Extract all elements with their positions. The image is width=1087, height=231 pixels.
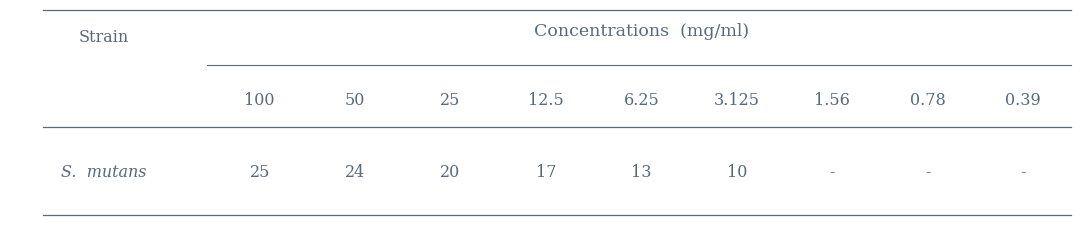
Text: 3.125: 3.125 <box>714 92 760 109</box>
Text: Concentrations  (mg/ml): Concentrations (mg/ml) <box>534 23 749 40</box>
Text: 10: 10 <box>726 164 747 181</box>
Text: S.  mutans: S. mutans <box>61 164 146 181</box>
Text: -: - <box>829 164 835 181</box>
Text: 24: 24 <box>345 164 365 181</box>
Text: 0.78: 0.78 <box>910 92 946 109</box>
Text: 0.39: 0.39 <box>1005 92 1041 109</box>
Text: -: - <box>925 164 930 181</box>
Text: 20: 20 <box>440 164 461 181</box>
Text: 50: 50 <box>345 92 365 109</box>
Text: 13: 13 <box>632 164 651 181</box>
Text: Strain: Strain <box>78 29 128 46</box>
Text: 1.56: 1.56 <box>814 92 850 109</box>
Text: 6.25: 6.25 <box>624 92 659 109</box>
Text: 25: 25 <box>250 164 270 181</box>
Text: 25: 25 <box>440 92 461 109</box>
Text: -: - <box>1021 164 1026 181</box>
Text: 17: 17 <box>536 164 557 181</box>
Text: 100: 100 <box>245 92 275 109</box>
Text: 12.5: 12.5 <box>528 92 564 109</box>
